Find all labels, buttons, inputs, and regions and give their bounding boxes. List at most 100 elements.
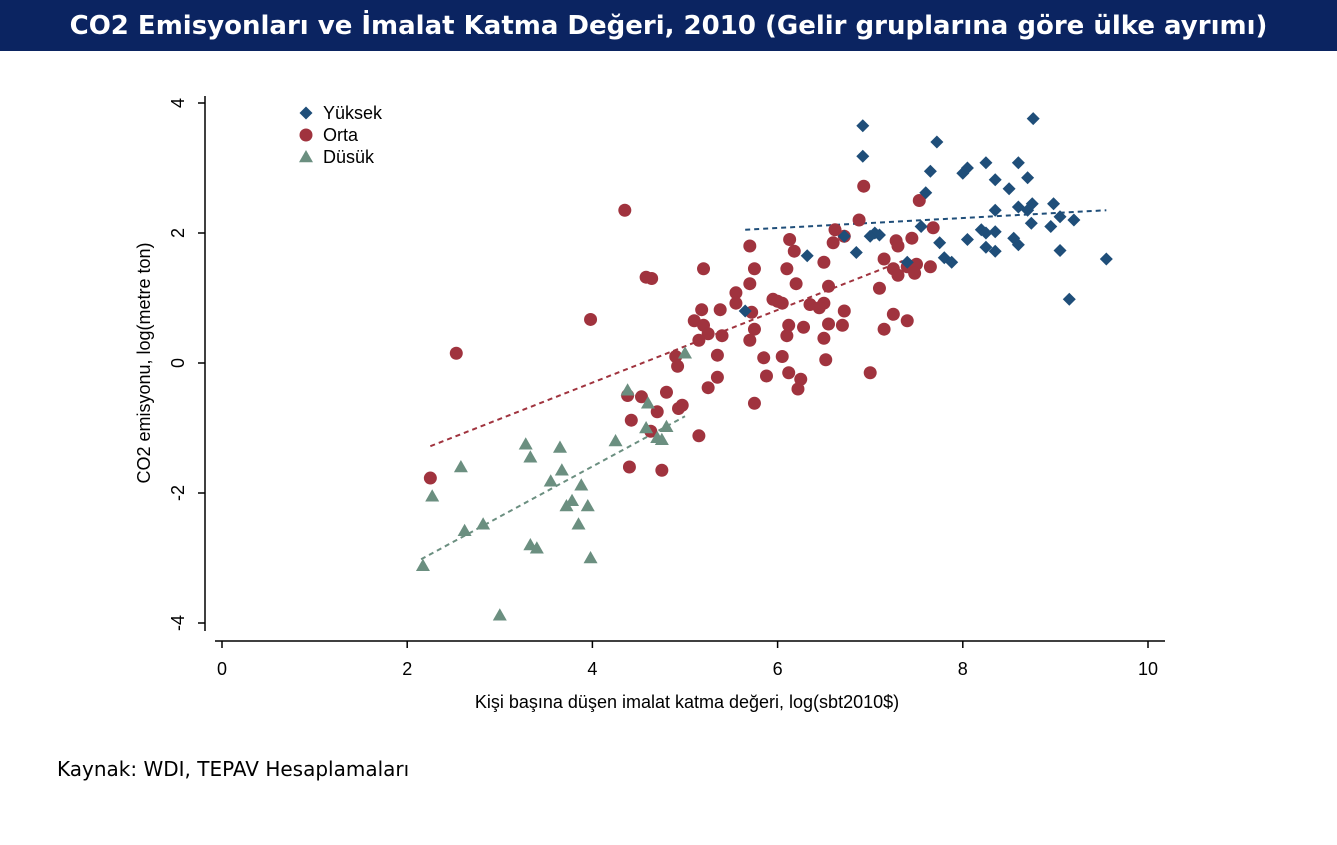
y-tick-label: 0 bbox=[168, 358, 188, 368]
data-point-high bbox=[979, 240, 993, 254]
data-point-high bbox=[1062, 292, 1076, 306]
data-point-high bbox=[1067, 213, 1081, 227]
data-point-high bbox=[738, 304, 752, 318]
data-point-middle bbox=[645, 272, 659, 285]
x-axis-label: Kişi başına düşen imalat katma değeri, l… bbox=[475, 692, 899, 712]
data-point-low bbox=[608, 434, 623, 447]
y-tick-label: 4 bbox=[168, 98, 188, 108]
data-point-low bbox=[583, 551, 598, 564]
data-point-high bbox=[1053, 210, 1067, 224]
data-point-low bbox=[639, 421, 654, 434]
data-point-middle bbox=[826, 236, 840, 250]
data-point-middle bbox=[780, 329, 794, 343]
data-point-middle bbox=[671, 359, 685, 373]
data-point-middle bbox=[692, 429, 706, 443]
data-point-high bbox=[1021, 171, 1035, 185]
data-point-low bbox=[620, 383, 635, 396]
data-point-middle bbox=[782, 366, 796, 380]
data-point-high bbox=[837, 229, 851, 243]
data-point-low bbox=[453, 460, 468, 473]
fit-line-middle bbox=[429, 260, 903, 448]
data-point-middle bbox=[771, 294, 785, 308]
data-point-high bbox=[988, 225, 1002, 239]
data-point-high bbox=[979, 226, 993, 240]
data-point-high bbox=[960, 233, 974, 246]
data-point-middle bbox=[787, 244, 801, 258]
data-point-middle bbox=[783, 233, 797, 246]
data-point-middle bbox=[891, 268, 905, 282]
data-point-low bbox=[554, 463, 569, 476]
data-point-middle bbox=[797, 320, 811, 334]
data-point-high bbox=[849, 246, 863, 259]
data-point-high bbox=[923, 164, 937, 178]
data-point-high bbox=[937, 251, 951, 265]
data-point-middle bbox=[817, 331, 831, 345]
data-point-middle bbox=[710, 370, 724, 384]
data-point-middle bbox=[817, 255, 831, 269]
y-tick-label: -2 bbox=[168, 485, 188, 501]
data-point-low bbox=[574, 478, 589, 491]
data-point-middle bbox=[891, 239, 905, 253]
data-point-middle bbox=[672, 402, 686, 415]
page-title: CO2 Emisyonları ve İmalat Katma Değeri, … bbox=[69, 10, 1268, 41]
data-point-middle bbox=[743, 239, 757, 253]
data-point-low bbox=[559, 499, 574, 512]
legend-marker-high bbox=[299, 106, 313, 120]
data-point-middle bbox=[900, 314, 914, 328]
data-point-high bbox=[1011, 238, 1025, 252]
data-point-high bbox=[988, 173, 1002, 187]
data-point-middle bbox=[747, 396, 761, 410]
y-tick-label: 2 bbox=[168, 228, 188, 238]
data-point-high bbox=[930, 135, 944, 149]
legend-label-high: Yüksek bbox=[323, 103, 383, 123]
data-point-middle bbox=[877, 322, 891, 336]
data-point-middle bbox=[659, 385, 673, 399]
data-point-high bbox=[914, 220, 928, 233]
data-point-low bbox=[523, 450, 538, 463]
data-point-middle bbox=[747, 322, 761, 336]
data-point-low bbox=[425, 489, 440, 502]
x-tick-label: 0 bbox=[217, 659, 227, 679]
data-point-middle bbox=[912, 194, 926, 207]
data-point-middle bbox=[828, 223, 842, 237]
source-note: Kaynak: WDI, TEPAV Hesaplamaları bbox=[57, 757, 410, 781]
data-point-high bbox=[863, 229, 877, 243]
data-point-middle bbox=[789, 277, 803, 291]
data-point-high bbox=[1047, 197, 1061, 211]
data-point-high bbox=[988, 244, 1002, 258]
data-point-low bbox=[580, 499, 595, 512]
fit-line-low bbox=[420, 415, 686, 561]
x-tick-label: 10 bbox=[1138, 659, 1158, 679]
data-point-middle bbox=[857, 179, 871, 193]
y-axis-label: CO2 emisyonu, log(metre ton) bbox=[134, 242, 154, 483]
data-point-low bbox=[654, 432, 669, 445]
data-point-high bbox=[933, 236, 947, 250]
data-point-high bbox=[1024, 216, 1038, 230]
data-point-middle bbox=[835, 318, 849, 332]
data-point-high bbox=[1026, 112, 1040, 126]
data-point-high bbox=[919, 186, 933, 200]
data-point-middle bbox=[715, 329, 729, 343]
data-point-middle bbox=[743, 333, 757, 347]
x-tick-label: 4 bbox=[587, 659, 597, 679]
data-point-middle bbox=[423, 471, 437, 485]
data-point-high bbox=[1099, 252, 1113, 266]
data-point-high bbox=[988, 203, 1002, 217]
data-point-low bbox=[659, 419, 674, 432]
x-tick-label: 2 bbox=[402, 659, 412, 679]
data-point-middle bbox=[886, 307, 900, 321]
data-point-high bbox=[945, 255, 959, 269]
data-point-low bbox=[518, 437, 533, 450]
data-point-middle bbox=[782, 318, 796, 332]
data-point-low bbox=[543, 474, 558, 487]
data-point-middle bbox=[822, 317, 836, 331]
data-point-middle bbox=[701, 327, 715, 341]
fit-lines bbox=[420, 209, 1107, 561]
data-point-low bbox=[678, 346, 692, 359]
x-tick-label: 8 bbox=[958, 659, 968, 679]
data-point-middle bbox=[812, 301, 826, 315]
data-point-middle bbox=[759, 369, 773, 383]
data-point-middle bbox=[584, 312, 598, 326]
